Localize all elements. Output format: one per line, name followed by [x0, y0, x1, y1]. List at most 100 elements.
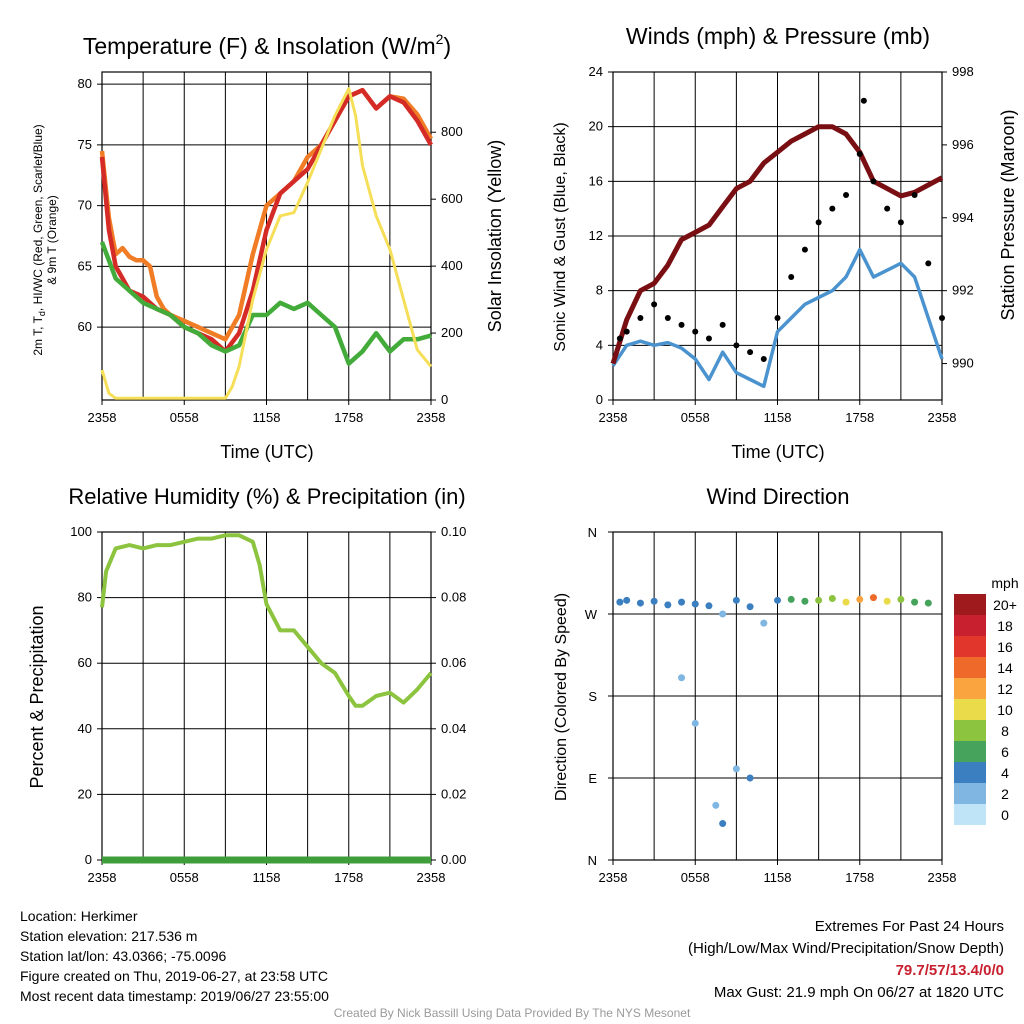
gust-point [637, 315, 644, 321]
direction-point [828, 595, 836, 603]
rh-xtick-label: 1758 [334, 870, 363, 885]
wind-xtick-label: 0558 [681, 410, 710, 425]
direction-point [774, 596, 781, 604]
dir-ytick-label: E [588, 771, 597, 786]
colorbar-swatch [954, 615, 986, 636]
direction-point [746, 774, 754, 782]
wind-ytick-label-left: 16 [589, 173, 603, 188]
colorbar-title: mph [991, 575, 1018, 591]
temp-series-line [100, 87, 433, 400]
colorbar-label: 6 [1001, 744, 1009, 760]
gust-point [925, 260, 932, 267]
wind-title: Winds (mph) & Pressure (mb) [626, 23, 930, 49]
rh-xtick-label: 0558 [170, 870, 199, 885]
direction-point [746, 603, 754, 611]
direction-point [623, 596, 631, 604]
elevation-text: Station elevation: 217.536 m [20, 928, 198, 944]
latlon-text: Station lat/lon: 43.0366; -75.0096 [20, 948, 227, 964]
rh-ytick-label-left: 40 [78, 721, 92, 736]
rh-ytick-label-right: 0.02 [441, 786, 466, 801]
gust-point [616, 335, 623, 342]
wind-axes: 2358 0558 1158 1758 2358 0 4 8 12 16 20 24 990 992 994… [589, 64, 974, 425]
colorbar-swatch [954, 594, 986, 615]
rh-xtick-label: 1158 [253, 870, 281, 885]
wind-ytick-label-right: 992 [952, 283, 974, 298]
rh-ytick-label-left: 0 [85, 852, 92, 867]
wind-ytick-label-left: 12 [589, 228, 603, 243]
rh-ytick-label-left: 20 [78, 786, 92, 801]
direction-point [924, 599, 932, 607]
gust-point [623, 328, 630, 335]
direction-point [691, 600, 699, 608]
colorbar-label: 4 [1001, 765, 1009, 781]
rh-title: Relative Humidity (%) & Precipitation (i… [68, 484, 465, 509]
gust-point [774, 315, 781, 321]
rh-series-line [100, 533, 433, 708]
gust-point [860, 97, 867, 104]
extremes-values: 79.7/57/13.4/0/0 [895, 962, 1004, 979]
gust-point [870, 178, 877, 185]
direction-point [719, 820, 727, 828]
direction-point [869, 594, 877, 602]
colorbar-label: 16 [997, 639, 1013, 655]
colorbar-swatch [954, 783, 986, 804]
direction-point [856, 595, 864, 603]
direction-point [883, 597, 891, 605]
wind-ytick-label-left: 8 [596, 283, 603, 298]
temp-xtick-label: 2358 [417, 410, 446, 425]
direction-point [616, 598, 624, 606]
temp-xtick-label: 1158 [253, 410, 281, 425]
temp-ytick-label-right: 400 [441, 258, 463, 273]
direction-point [664, 601, 672, 609]
direction-point [842, 598, 850, 606]
temp-axes: 2358 0558 1158 1758 235860657075800200400600… [78, 71, 463, 425]
location-text: Location: Herkimer [20, 908, 138, 924]
dir-ytick-label: S [588, 689, 597, 704]
temp-xtick-label: 0558 [170, 410, 199, 425]
temp-ytick-label-left: 65 [78, 258, 92, 273]
created-text: Figure created on Thu, 2019-06-27, at 23… [20, 968, 328, 984]
wind-series-line [610, 124, 944, 365]
rh-ytick-label-left: 80 [78, 590, 92, 605]
temp-xlabel: Time (UTC) [220, 442, 313, 462]
wind-ylabel-left: Sonic Wind & Gust (Blue, Black) [552, 122, 569, 351]
rh-ytick-label-left: 60 [78, 655, 92, 670]
dir-ytick-label: W [585, 607, 598, 622]
colorbar-swatch [954, 636, 986, 657]
temp-ytick-label-left: 75 [78, 137, 92, 152]
dir-title: Wind Direction [706, 484, 849, 509]
gust-point [692, 328, 699, 335]
colorbar-swatch [954, 699, 986, 720]
direction-point [801, 597, 809, 605]
colorbar-label: 12 [997, 681, 1013, 697]
temp-ytick-label-right: 800 [441, 124, 463, 139]
rh-ytick-label-right: 0.06 [441, 655, 466, 670]
colorbar-label: 14 [997, 660, 1013, 676]
gust-point [911, 192, 918, 198]
direction-point [732, 765, 740, 773]
wind-ytick-label-left: 20 [589, 119, 603, 134]
rh-ytick-label-right: 0.04 [441, 721, 466, 736]
direction-point [678, 598, 686, 606]
temp-series-line [99, 241, 432, 366]
credit-text: Created By Nick Bassill Using Data Provi… [333, 1006, 691, 1020]
gust-point [760, 356, 767, 362]
colorbar-label: 0 [1001, 807, 1009, 823]
gust-point [705, 335, 712, 342]
gust-point [664, 315, 671, 321]
direction-point [911, 598, 919, 606]
temp-xtick-label: 1758 [334, 410, 363, 425]
dir-ytick-label: N [588, 525, 597, 540]
colorbar-label: 20+ [993, 597, 1017, 613]
gust-point [829, 205, 836, 212]
wind-xtick-label: 2358 [599, 410, 628, 425]
direction-point [732, 596, 740, 604]
temp-ytick-label-right: 600 [441, 191, 463, 206]
wind-ytick-label-left: 4 [596, 337, 603, 352]
gust-point [651, 301, 658, 308]
direction-point [760, 619, 768, 627]
gust-point [747, 349, 754, 356]
colorbar-swatch [954, 720, 986, 741]
rh-ytick-label-right: 0.10 [441, 524, 466, 539]
gust-point [678, 321, 685, 328]
